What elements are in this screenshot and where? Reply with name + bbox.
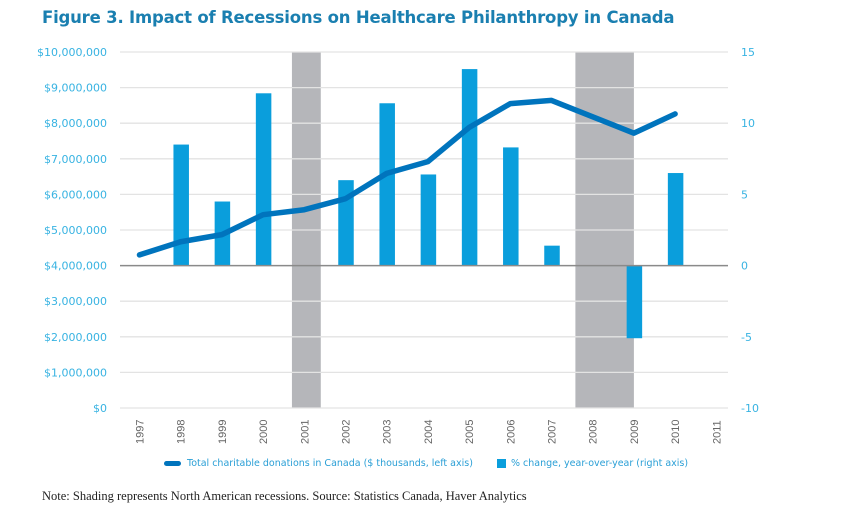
footnote: Note: Shading represents North American …: [42, 489, 527, 503]
left-axis-tick-label: $10,000,000: [37, 46, 107, 59]
x-axis-ticks: 1997 1998 1999 2000 2001 2002 2003 2004 2005 2006…: [135, 420, 724, 444]
right-axis-tick-label: 10: [741, 117, 755, 130]
bar-series-group: [173, 69, 684, 339]
chart-title: Figure 3. Impact of Recessions on Health…: [42, 8, 675, 27]
right-axis-tick-label: 0: [741, 260, 748, 273]
left-axis-ticks: $0 $1,000,000 $2,000,000 $3,000,000 $4,000,0…: [37, 46, 107, 415]
x-axis-tick-label: 2011: [711, 420, 723, 444]
left-axis-tick-label: $6,000,000: [44, 188, 107, 201]
x-axis-tick-label: 2009: [629, 420, 641, 444]
gridlines-group: [120, 51, 728, 409]
left-axis-tick-label: $5,000,000: [44, 224, 107, 237]
left-axis-tick-label: $4,000,000: [44, 260, 107, 273]
donations-line: [136, 97, 678, 258]
right-axis-tick-label: 15: [741, 46, 755, 59]
bar-2007: [544, 245, 560, 266]
x-axis-tick-label: 2003: [382, 420, 394, 444]
left-axis-tick-label: $8,000,000: [44, 117, 107, 130]
right-axis-tick-label: -5: [741, 331, 752, 344]
legend-item-percent-change: % change, year-over-year (right axis): [497, 458, 688, 469]
left-axis-tick-label: $2,000,000: [44, 331, 107, 344]
x-axis-tick-label: 2007: [547, 420, 559, 444]
left-axis-tick-label: $7,000,000: [44, 153, 107, 166]
bar-2009: [626, 265, 643, 339]
left-axis-tick-label: $3,000,000: [44, 295, 107, 308]
bar-2000: [255, 93, 272, 266]
right-axis-tick-label: -10: [741, 402, 759, 415]
x-axis-tick-label: 1998: [176, 420, 188, 444]
legend-label-donations: Total charitable donations in Canada ($ …: [187, 458, 473, 469]
left-axis-tick-label: $1,000,000: [44, 366, 107, 379]
left-axis-tick-label: $0: [93, 402, 107, 415]
bar-1998: [173, 144, 189, 266]
x-axis-tick-label: 2006: [505, 420, 517, 444]
legend-line-swatch-icon: [164, 461, 181, 466]
x-axis-tick-label: 2002: [341, 420, 353, 444]
x-axis-tick-label: 2008: [588, 420, 600, 444]
bar-2006: [503, 147, 519, 266]
line-series-group: [136, 97, 678, 258]
x-axis-tick-label: 2004: [423, 420, 435, 444]
x-axis-tick-label: 1997: [135, 420, 147, 444]
bar-2010: [667, 173, 684, 266]
legend-item-donations: Total charitable donations in Canada ($ …: [164, 458, 473, 469]
bar-2005: [461, 69, 478, 266]
legend-label-percent-change: % change, year-over-year (right axis): [511, 458, 689, 469]
legend-bar-swatch-icon: [497, 459, 506, 468]
x-axis-tick-label: 2010: [670, 420, 682, 444]
bar-2003: [379, 103, 395, 266]
left-axis-tick-label: $9,000,000: [44, 82, 107, 95]
x-axis-tick-label: 2000: [258, 420, 270, 444]
right-axis-ticks: -10 -5 0 5 10 15: [741, 46, 759, 415]
bar-2004: [420, 174, 437, 266]
x-axis-tick-label: 2005: [464, 420, 476, 444]
x-axis-tick-label: 2001: [299, 420, 311, 444]
right-axis-tick-label: 5: [741, 188, 748, 201]
x-axis-tick-label: 1999: [217, 420, 229, 444]
